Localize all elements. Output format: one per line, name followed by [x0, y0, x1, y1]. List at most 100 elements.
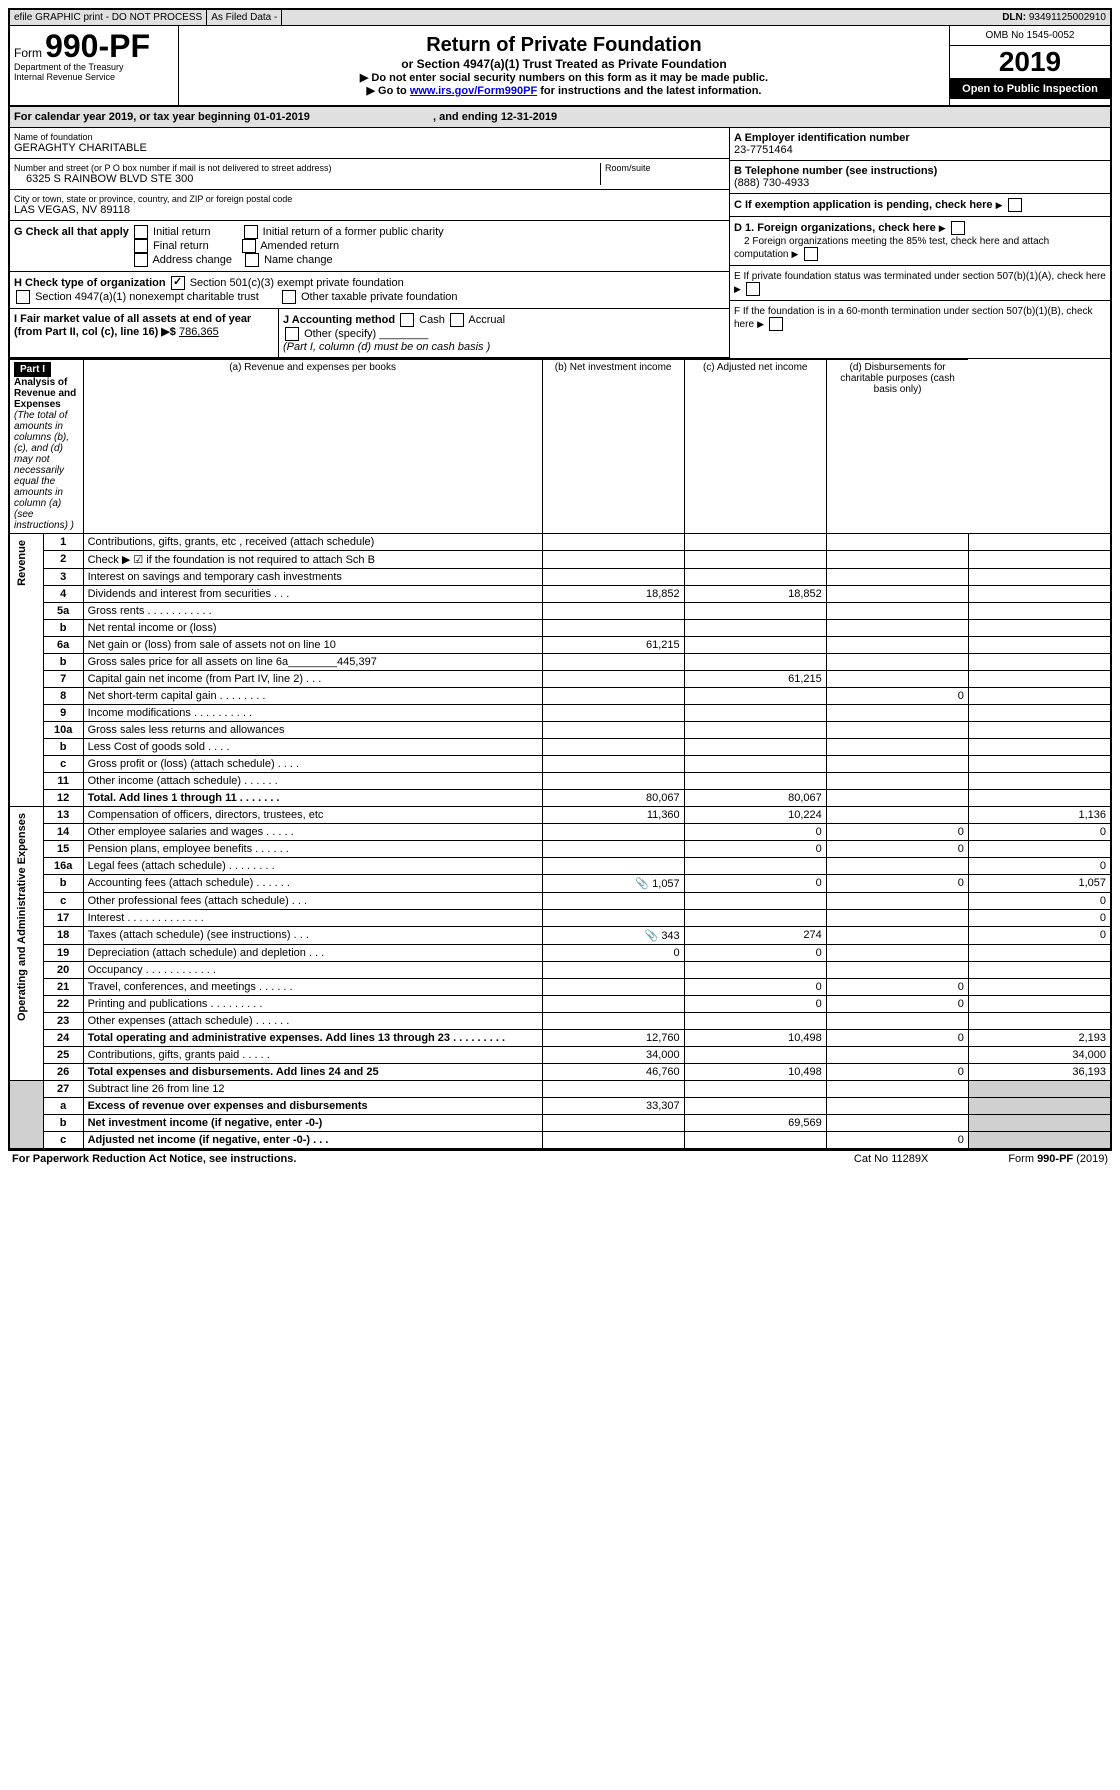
- checkbox-initial-former[interactable]: [244, 225, 258, 239]
- irs-link[interactable]: www.irs.gov/Form990PF: [410, 85, 537, 97]
- checkbox-d1[interactable]: [951, 221, 965, 235]
- section-i: I Fair market value of all assets at end…: [10, 309, 279, 357]
- form-label: Form: [14, 46, 42, 60]
- table-row: 27Subtract line 26 from line 12: [10, 1081, 1110, 1098]
- irs-text: Internal Revenue Service: [14, 72, 174, 82]
- form-container: efile GRAPHIC print - DO NOT PROCESS As …: [8, 8, 1112, 1151]
- header-row: Form 990-PF Department of the Treasury I…: [10, 26, 1110, 107]
- table-row: 25Contributions, gifts, grants paid . . …: [10, 1047, 1110, 1064]
- d2-label: 2 Foreign organizations meeting the 85% …: [734, 236, 1049, 260]
- table-row: 21Travel, conferences, and meetings . . …: [10, 979, 1110, 996]
- checkbox-other-specify[interactable]: [285, 327, 299, 341]
- table-row: 10aGross sales less returns and allowanc…: [10, 722, 1110, 739]
- table-row: Operating and Administrative Expenses13C…: [10, 807, 1110, 824]
- table-row: Revenue1Contributions, gifts, grants, et…: [10, 534, 1110, 551]
- part1-note: (The total of amounts in columns (b), (c…: [14, 410, 74, 531]
- phone-label: B Telephone number (see instructions): [734, 165, 937, 177]
- header-left: Form 990-PF Department of the Treasury I…: [10, 26, 179, 105]
- table-row: 18Taxes (attach schedule) (see instructi…: [10, 927, 1110, 945]
- e-label: E If private foundation status was termi…: [734, 271, 1106, 282]
- checkbox-other-taxable[interactable]: [282, 290, 296, 304]
- table-row: bAccounting fees (attach schedule) . . .…: [10, 875, 1110, 893]
- table-row: bLess Cost of goods sold . . . .: [10, 739, 1110, 756]
- ein-label: A Employer identification number: [734, 132, 910, 144]
- dln-label: DLN:: [1002, 12, 1026, 23]
- footer-left: For Paperwork Reduction Act Notice, see …: [12, 1153, 854, 1165]
- table-row: 22Printing and publications . . . . . . …: [10, 996, 1110, 1013]
- table-row: 26Total expenses and disbursements. Add …: [10, 1064, 1110, 1081]
- table-row: 5aGross rents . . . . . . . . . . .: [10, 603, 1110, 620]
- instruction-2: ▶ Go to www.irs.gov/Form990PF for instru…: [187, 84, 941, 97]
- checkbox-initial[interactable]: [134, 225, 148, 239]
- omb-number: OMB No 1545-0052: [950, 26, 1110, 46]
- f-label: F If the foundation is in a 60-month ter…: [734, 306, 1093, 330]
- table-row: bNet investment income (if negative, ent…: [10, 1115, 1110, 1132]
- table-row: bGross sales price for all assets on lin…: [10, 654, 1110, 671]
- phone-value: (888) 730-4933: [734, 177, 809, 189]
- ein-value: 23-7751464: [734, 144, 793, 156]
- table-row: 19Depreciation (attach schedule) and dep…: [10, 945, 1110, 962]
- checkbox-name-change[interactable]: [245, 253, 259, 267]
- table-row: 15Pension plans, employee benefits . . .…: [10, 841, 1110, 858]
- footer-right: Form 990-PF (2019): [1008, 1153, 1108, 1165]
- table-row: 23Other expenses (attach schedule) . . .…: [10, 1013, 1110, 1030]
- info-right: A Employer identification number 23-7751…: [729, 128, 1110, 358]
- foundation-name: GERAGHTY CHARITABLE: [14, 142, 725, 154]
- efile-notice: efile GRAPHIC print - DO NOT PROCESS: [10, 10, 207, 25]
- table-row: 3Interest on savings and temporary cash …: [10, 569, 1110, 586]
- table-row: 9Income modifications . . . . . . . . . …: [10, 705, 1110, 722]
- checkbox-final[interactable]: [134, 239, 148, 253]
- section-h: H Check type of organization Section 501…: [10, 272, 729, 309]
- table-row: 17Interest . . . . . . . . . . . . .0: [10, 910, 1110, 927]
- subtitle: or Section 4947(a)(1) Trust Treated as P…: [187, 57, 941, 71]
- fmv-value: 786,365: [179, 326, 219, 338]
- city-value: LAS VEGAS, NV 89118: [14, 204, 725, 216]
- col-b-header: (b) Net investment income: [542, 360, 684, 534]
- street-value: 6325 S RAINBOW BLVD STE 300: [14, 173, 600, 185]
- part1-label: Part I: [14, 362, 51, 377]
- form-number: 990-PF: [45, 28, 150, 64]
- checkbox-c[interactable]: [1008, 198, 1022, 212]
- dln-value: 93491125002910: [1029, 12, 1106, 23]
- instruction-1: ▶ Do not enter social security numbers o…: [187, 71, 941, 84]
- table-row: cAdjusted net income (if negative, enter…: [10, 1132, 1110, 1149]
- expenses-side-label: Operating and Administrative Expenses: [14, 809, 30, 1025]
- dept-text: Department of the Treasury: [14, 62, 174, 72]
- footer: For Paperwork Reduction Act Notice, see …: [8, 1151, 1112, 1167]
- checkbox-amended[interactable]: [242, 239, 256, 253]
- table-row: 4Dividends and interest from securities …: [10, 586, 1110, 603]
- header-center: Return of Private Foundation or Section …: [179, 26, 949, 105]
- street-label: Number and street (or P O box number if …: [14, 163, 600, 173]
- tax-year: 2019: [950, 46, 1110, 79]
- checkbox-4947[interactable]: [16, 290, 30, 304]
- checkbox-e[interactable]: [746, 282, 760, 296]
- city-label: City or town, state or province, country…: [14, 194, 725, 204]
- d1-label: D 1. Foreign organizations, check here: [734, 222, 936, 234]
- revenue-side-label: Revenue: [14, 536, 30, 590]
- checkbox-f[interactable]: [769, 317, 783, 331]
- table-row: 11Other income (attach schedule) . . . .…: [10, 773, 1110, 790]
- col-a-header: (a) Revenue and expenses per books: [83, 360, 542, 534]
- table-row: 14Other employee salaries and wages . . …: [10, 824, 1110, 841]
- table-row: cGross profit or (loss) (attach schedule…: [10, 756, 1110, 773]
- dln-section: DLN: 93491125002910: [998, 10, 1110, 25]
- room-label: Room/suite: [605, 163, 725, 173]
- table-row: 12Total. Add lines 1 through 11 . . . . …: [10, 790, 1110, 807]
- table-row: 2Check ▶ ☑ if the foundation is not requ…: [10, 551, 1110, 569]
- col-d-header: (d) Disbursements for charitable purpose…: [826, 360, 968, 534]
- table-row: bNet rental income or (loss): [10, 620, 1110, 637]
- calendar-row: For calendar year 2019, or tax year begi…: [10, 107, 1110, 128]
- checkbox-cash[interactable]: [400, 313, 414, 327]
- col-c-header: (c) Adjusted net income: [684, 360, 826, 534]
- info-left: Name of foundation GERAGHTY CHARITABLE N…: [10, 128, 729, 358]
- name-label: Name of foundation: [14, 132, 725, 142]
- part1-table: Part I Analysis of Revenue and Expenses …: [10, 359, 1110, 1149]
- section-g: G Check all that apply Initial return In…: [10, 221, 729, 272]
- checkbox-d2[interactable]: [804, 247, 818, 261]
- checkbox-501c3[interactable]: [171, 276, 185, 290]
- checkbox-accrual[interactable]: [450, 313, 464, 327]
- part1-title: Analysis of Revenue and Expenses: [14, 377, 76, 410]
- table-row: 8Net short-term capital gain . . . . . .…: [10, 688, 1110, 705]
- checkbox-address[interactable]: [134, 253, 148, 267]
- header-right: OMB No 1545-0052 2019 Open to Public Ins…: [949, 26, 1110, 105]
